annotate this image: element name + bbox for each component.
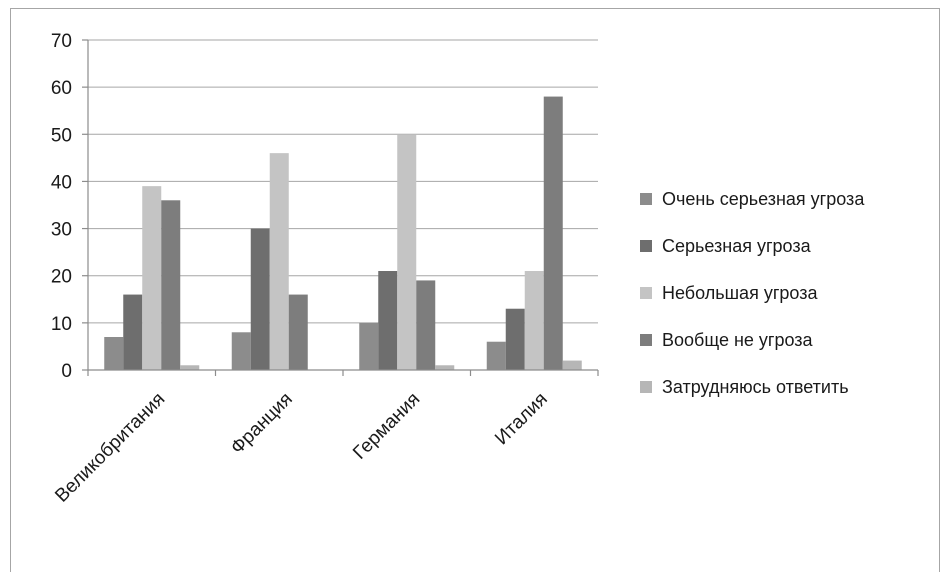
legend-swatch	[640, 381, 652, 393]
legend-swatch	[640, 193, 652, 205]
legend-entry: Небольшая угроза	[662, 283, 818, 303]
bar	[505, 308, 525, 370]
bar	[180, 365, 200, 370]
bar	[378, 271, 398, 370]
legend-entry: Затрудняюсь ответить	[662, 377, 849, 397]
bar	[486, 341, 506, 370]
y-tick-label: 50	[51, 125, 72, 146]
chart-frame	[10, 8, 940, 572]
bars	[104, 96, 582, 371]
legend-swatch	[640, 334, 652, 346]
category-label: Германия	[349, 389, 424, 464]
legend-entry: Вообще не угроза	[662, 330, 814, 350]
y-tick-label: 30	[51, 220, 72, 241]
category-label: Великобритания	[51, 389, 169, 507]
bar	[524, 271, 544, 370]
y-tick-label: 70	[51, 31, 72, 52]
legend-swatch	[640, 287, 652, 299]
bar	[123, 294, 143, 370]
bar	[562, 360, 582, 370]
legend: Очень серьезная угроза Серьезная угроза Не…	[640, 189, 865, 397]
axes	[82, 39, 599, 376]
bar	[397, 134, 417, 370]
bar	[288, 294, 308, 370]
y-tick-label: 0	[61, 361, 72, 382]
bar	[142, 186, 162, 370]
bar	[269, 153, 289, 370]
legend-entry: Серьезная угроза	[662, 236, 812, 256]
bar	[359, 322, 379, 370]
bar	[416, 280, 436, 370]
bar	[543, 96, 563, 371]
y-tick-label: 40	[51, 172, 72, 193]
labels: 0 10 20 30 40 50 60 70 Великобритания Франция Герм…	[51, 31, 552, 507]
bar	[161, 200, 181, 370]
bar	[104, 337, 124, 370]
legend-entry: Очень серьезная угроза	[662, 189, 865, 209]
category-label: Франция	[227, 389, 297, 459]
bar	[435, 365, 455, 370]
y-tick-label: 10	[51, 314, 72, 335]
y-tick-label: 20	[51, 267, 72, 288]
bar	[231, 332, 251, 370]
category-label: Италия	[491, 389, 552, 450]
y-tick-label: 60	[51, 78, 72, 99]
legend-swatch	[640, 240, 652, 252]
bar	[250, 228, 270, 370]
